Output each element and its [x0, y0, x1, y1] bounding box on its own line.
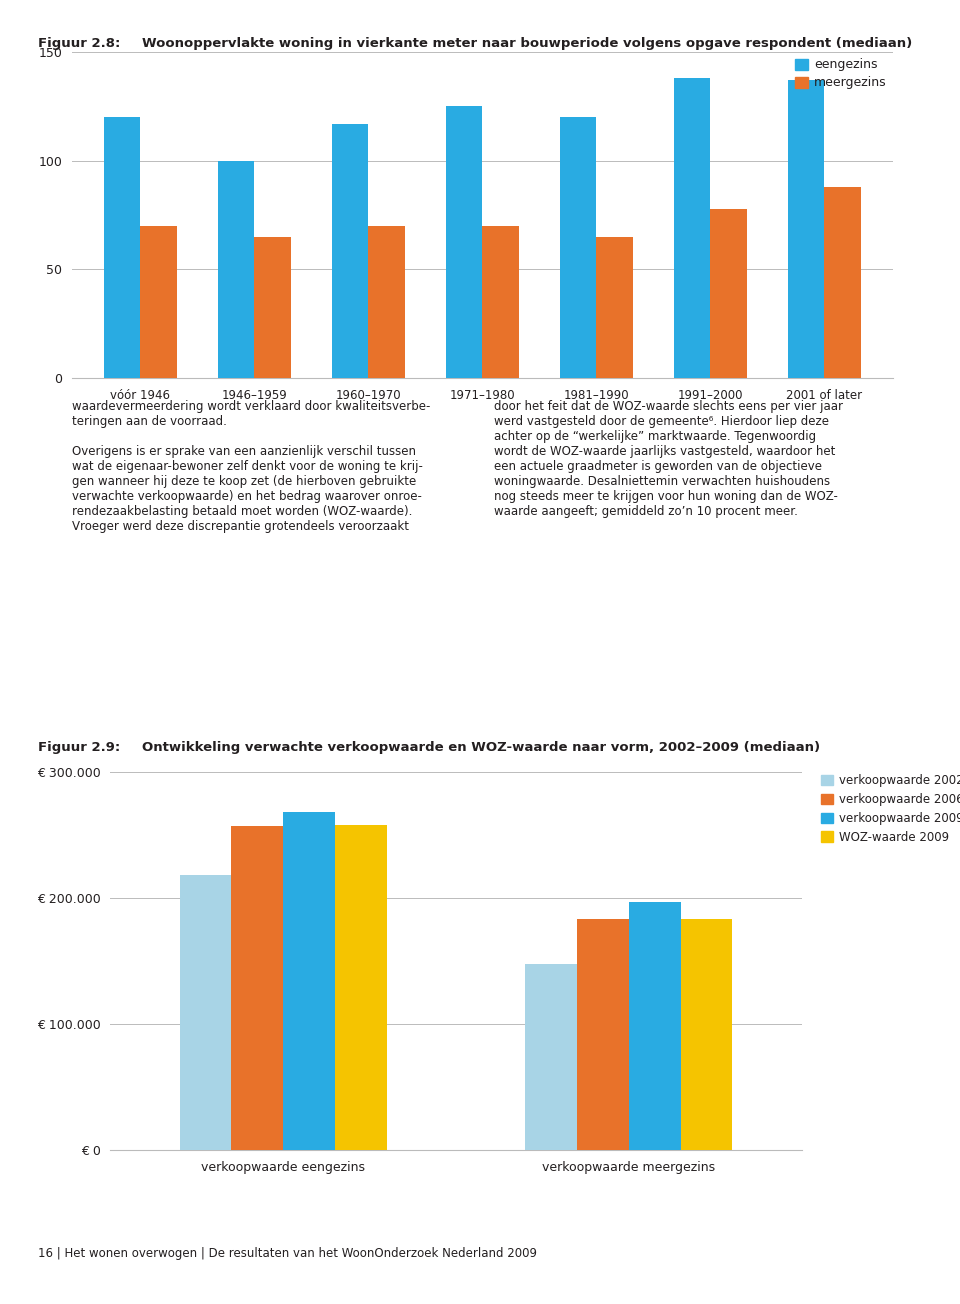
Bar: [596, 237, 633, 378]
Bar: [445, 107, 482, 378]
Text: verwachte verkoopwaarde) en het bedrag waarover onroe-: verwachte verkoopwaarde) en het bedrag w…: [72, 490, 421, 503]
Text: Figuur 2.8:: Figuur 2.8:: [38, 37, 121, 50]
Text: Overigens is er sprake van een aanzienlijk verschil tussen: Overigens is er sprake van een aanzienli…: [72, 446, 416, 458]
Bar: [825, 186, 861, 378]
Text: een actuele graadmeter is geworden van de objectieve: een actuele graadmeter is geworden van d…: [494, 460, 823, 473]
Bar: [231, 827, 283, 1150]
Bar: [482, 226, 518, 378]
Text: Woonoppervlakte woning in vierkante meter naar bouwperiode volgens opgave respon: Woonoppervlakte woning in vierkante mete…: [142, 37, 912, 50]
Text: waarde aangeeft; gemiddeld zo’n 10 procent meer.: waarde aangeeft; gemiddeld zo’n 10 proce…: [494, 506, 799, 518]
Bar: [369, 226, 405, 378]
Bar: [254, 237, 291, 378]
Text: 16 | Het wonen overwogen | De resultaten van het WoonOnderzoek Nederland 2009: 16 | Het wonen overwogen | De resultaten…: [38, 1247, 538, 1260]
Text: werd vastgesteld door de gemeente⁶. Hierdoor liep deze: werd vastgesteld door de gemeente⁶. Hier…: [494, 415, 829, 428]
Bar: [140, 226, 177, 378]
Text: achter op de “werkelijke” marktwaarde. Tegenwoordig: achter op de “werkelijke” marktwaarde. T…: [494, 430, 817, 443]
Bar: [180, 875, 231, 1150]
Text: wat de eigenaar-bewoner zelf denkt voor de woning te krij-: wat de eigenaar-bewoner zelf denkt voor …: [72, 460, 422, 473]
Bar: [629, 902, 681, 1150]
Bar: [332, 124, 369, 378]
Bar: [335, 825, 387, 1150]
Bar: [283, 812, 335, 1150]
Text: woningwaarde. Desalniettemin verwachten huishoudens: woningwaarde. Desalniettemin verwachten …: [494, 476, 830, 488]
Bar: [788, 81, 825, 378]
Bar: [104, 117, 140, 378]
Text: rendezaakbelasting betaald moet worden (WOZ-waarde).: rendezaakbelasting betaald moet worden (…: [72, 506, 413, 518]
Bar: [218, 160, 254, 378]
Bar: [681, 919, 732, 1150]
Text: teringen aan de voorraad.: teringen aan de voorraad.: [72, 415, 227, 428]
Text: wordt de WOZ-waarde jaarlijks vastgesteld, waardoor het: wordt de WOZ-waarde jaarlijks vastgestel…: [494, 446, 836, 458]
Text: waardevermeerdering wordt verklaard door kwaliteitsverbe-: waardevermeerdering wordt verklaard door…: [72, 400, 430, 413]
Text: nog steeds meer te krijgen voor hun woning dan de WOZ-: nog steeds meer te krijgen voor hun woni…: [494, 490, 838, 503]
Text: Ontwikkeling verwachte verkoopwaarde en WOZ-waarde naar vorm, 2002–2009 (mediaan: Ontwikkeling verwachte verkoopwaarde en …: [142, 741, 820, 754]
Text: Figuur 2.9:: Figuur 2.9:: [38, 741, 121, 754]
Bar: [525, 964, 577, 1150]
Text: Vroeger werd deze discrepantie grotendeels veroorzaakt: Vroeger werd deze discrepantie grotendee…: [72, 520, 409, 533]
Text: gen wanneer hij deze te koop zet (de hierboven gebruikte: gen wanneer hij deze te koop zet (de hie…: [72, 476, 417, 488]
Bar: [560, 117, 596, 378]
Bar: [710, 209, 747, 378]
Text: door het feit dat de WOZ-waarde slechts eens per vier jaar: door het feit dat de WOZ-waarde slechts …: [494, 400, 844, 413]
Bar: [577, 919, 629, 1150]
Legend: verkoopwaarde 2002, verkoopwaarde 2006, verkoopwaarde 2009, WOZ-waarde 2009: verkoopwaarde 2002, verkoopwaarde 2006, …: [822, 775, 960, 844]
Legend: eengezins, meergezins: eengezins, meergezins: [795, 59, 886, 90]
Bar: [674, 78, 710, 378]
